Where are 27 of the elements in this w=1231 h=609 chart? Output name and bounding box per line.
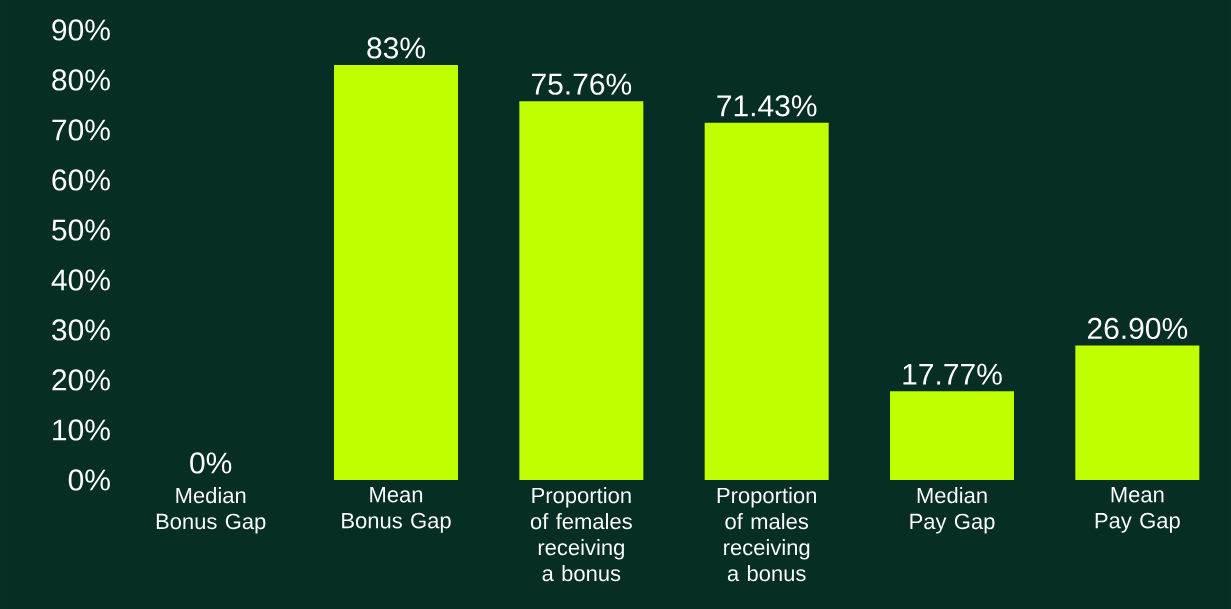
x-tick-label: Median Bonus Gap bbox=[156, 487, 266, 534]
y-tick-label: 90% bbox=[52, 19, 110, 41]
data-label: 75.76% bbox=[532, 73, 632, 95]
bar bbox=[519, 101, 644, 480]
data-label: 71.43% bbox=[717, 95, 817, 117]
y-tick-label: 20% bbox=[52, 369, 110, 391]
data-label: 83% bbox=[367, 37, 425, 59]
x-tick-label: Proportion of females receiving a bonus bbox=[530, 487, 632, 582]
data-label: 17.77% bbox=[903, 363, 1002, 385]
x-tick-label: Proportion of males receiving a bonus bbox=[717, 487, 816, 582]
y-tick-label: 40% bbox=[51, 269, 110, 291]
x-tick-label: Median Pay Gap bbox=[910, 487, 995, 534]
y-tick-label: 60% bbox=[52, 169, 110, 191]
y-tick-label: 30% bbox=[52, 319, 110, 341]
y-tick-label: 80% bbox=[52, 69, 110, 91]
bar bbox=[334, 64, 459, 480]
bar bbox=[1075, 345, 1200, 480]
bar bbox=[890, 391, 1015, 480]
y-tick-label: 50% bbox=[52, 219, 110, 241]
x-tick-label: Mean Bonus Gap bbox=[342, 487, 451, 533]
data-label: 26.90% bbox=[1087, 317, 1188, 340]
bar bbox=[704, 122, 829, 480]
data-label: 0% bbox=[190, 452, 232, 474]
x-tick-label: Mean Pay Gap bbox=[1095, 487, 1180, 533]
y-tick-label: 0% bbox=[68, 469, 110, 491]
y-tick-label: 10% bbox=[53, 419, 110, 441]
y-tick-label: 70% bbox=[52, 119, 110, 141]
